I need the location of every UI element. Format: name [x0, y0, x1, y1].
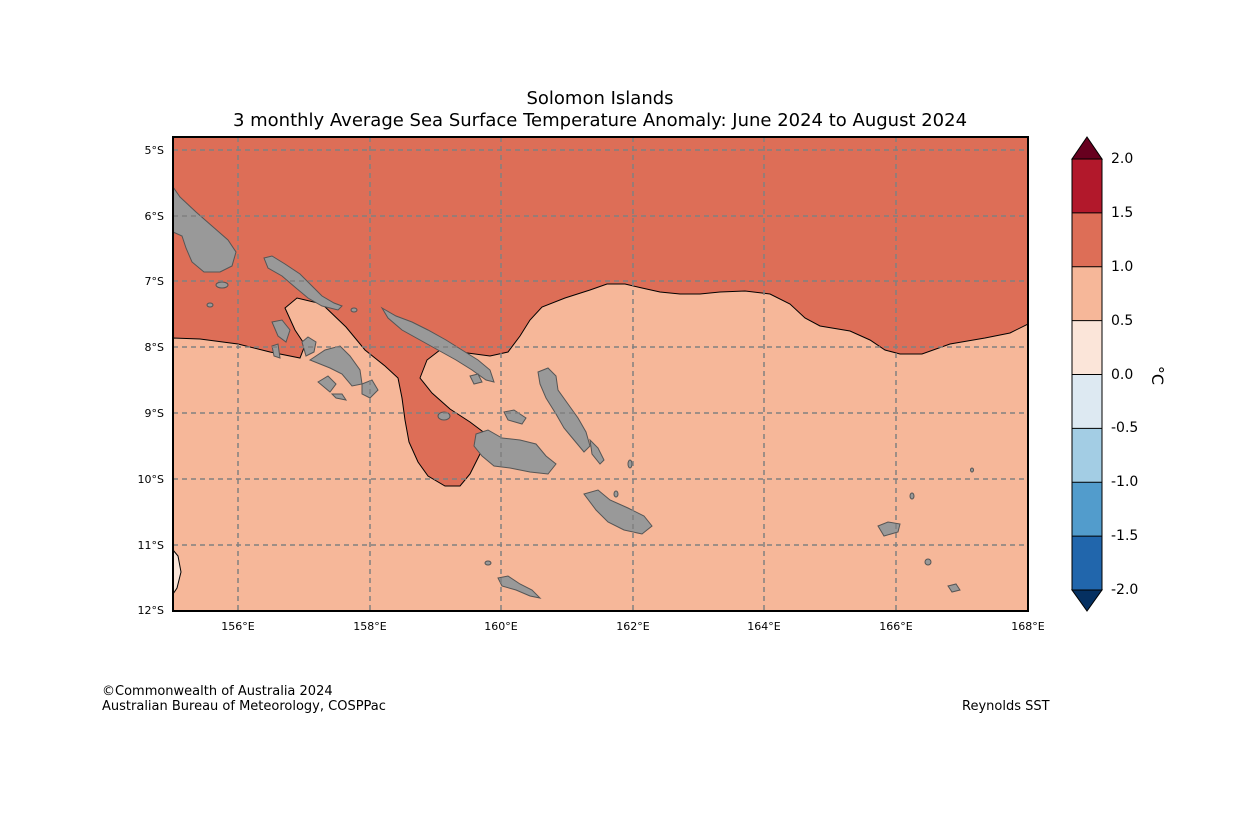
makira-island [583, 489, 653, 535]
lon-label: 158°E [353, 620, 386, 633]
copyright-block: ©Commonwealth of Australia 2024 Australi… [102, 684, 386, 714]
colorbar-bin [1072, 266, 1102, 321]
lat-label: 8°S [145, 341, 164, 354]
lon-label: 156°E [221, 620, 254, 633]
colorbar-label: 1.0 [1111, 259, 1133, 275]
santa-cruz-island [877, 521, 901, 537]
colorbar-label: 1.5 [1111, 205, 1133, 221]
graticule [173, 137, 1028, 611]
colorbar-bin [1072, 212, 1102, 267]
lat-label: 7°S [145, 275, 164, 288]
new-georgia-island [271, 319, 291, 343]
guadalcanal-island [473, 429, 557, 475]
colorbar-label: 0.0 [1111, 367, 1133, 383]
map-frame [172, 136, 1029, 612]
copyright-text: ©Commonwealth of Australia 2024 [102, 684, 333, 699]
lon-label: 162°E [616, 620, 649, 633]
bougainville-island [172, 185, 237, 273]
colorbar-top-extend [1071, 136, 1103, 160]
colorbar-label: 0.5 [1111, 313, 1133, 329]
colorbar-bin [1072, 428, 1102, 483]
choiseul-island [263, 255, 343, 311]
colorbar-bottom-extend [1071, 589, 1103, 612]
colorbar-label: -1.5 [1111, 528, 1138, 544]
colorbar: 2.0 1.5 1.0 0.5 0.0 -0.5 -1.0 -1.5 -2.0 [1071, 136, 1138, 612]
lat-label: 6°S [145, 210, 164, 223]
lat-label: 11°S [138, 539, 164, 552]
colorbar-bin [1072, 374, 1102, 429]
lat-label: 5°S [145, 144, 164, 157]
lat-label: 10°S [138, 473, 164, 486]
map-subtitle: 3 monthly Average Sea Surface Temperatur… [232, 110, 968, 131]
map-title: Solomon Islands [526, 88, 674, 109]
colorbar-unit: °C [1148, 365, 1168, 386]
colorbar-label: 2.0 [1111, 151, 1133, 167]
colorbar-bin [1072, 320, 1102, 375]
malaita-island [537, 367, 591, 453]
lat-label: 9°S [145, 407, 164, 420]
colorbar-bin [1072, 536, 1102, 590]
agency-text: Australian Bureau of Meteorology, COSPPa… [102, 699, 386, 714]
lon-label: 160°E [484, 620, 517, 633]
data-source-text: Reynolds SST [962, 699, 1050, 714]
colorbar-label: -1.0 [1111, 474, 1138, 490]
lon-label: 164°E [747, 620, 780, 633]
lon-label: 168°E [1011, 620, 1044, 633]
lat-label: 12°S [138, 604, 164, 617]
anomaly-region-0.5-1.0 [172, 283, 1029, 612]
rennell-island [497, 575, 542, 599]
santa-isabel-island [380, 306, 495, 383]
colorbar-bin [1072, 159, 1102, 213]
colorbar-label: -0.5 [1111, 420, 1138, 436]
colorbar-label: -2.0 [1111, 582, 1138, 598]
colorbar-bin [1072, 482, 1102, 537]
lon-label: 166°E [879, 620, 912, 633]
